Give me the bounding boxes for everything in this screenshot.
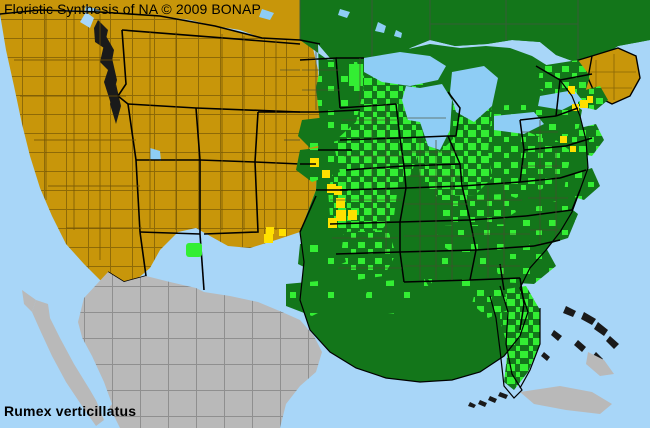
state-borders (299, 39, 593, 331)
coastline (299, 79, 589, 399)
florida-keys (468, 392, 508, 408)
rare-county-markers (264, 86, 593, 243)
region-no-data-gray (22, 272, 619, 428)
region-canada (0, 0, 650, 70)
great-lakes (364, 52, 582, 150)
region-west-absent (0, 9, 320, 291)
county-lines-east (280, 44, 568, 280)
